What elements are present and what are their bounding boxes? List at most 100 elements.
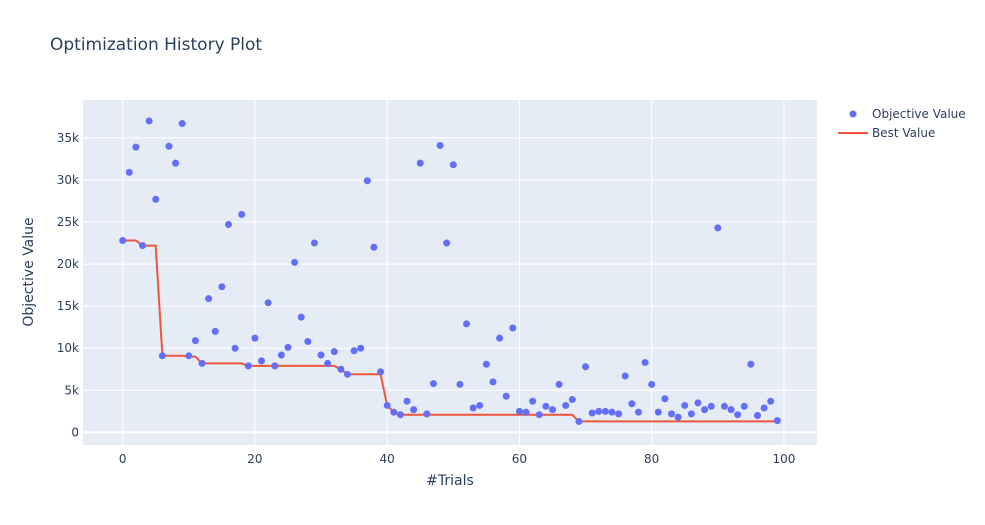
objective-point[interactable]: [502, 392, 510, 400]
objective-point[interactable]: [178, 120, 186, 128]
objective-point[interactable]: [271, 362, 279, 370]
objective-point[interactable]: [734, 411, 742, 419]
objective-point[interactable]: [264, 299, 272, 307]
objective-point[interactable]: [522, 408, 530, 416]
objective-point[interactable]: [588, 409, 596, 417]
objective-point[interactable]: [297, 313, 305, 321]
objective-point[interactable]: [198, 359, 206, 367]
objective-point[interactable]: [370, 243, 378, 251]
objective-point[interactable]: [291, 258, 299, 266]
objective-point[interactable]: [125, 168, 133, 176]
objective-point[interactable]: [284, 343, 292, 351]
objective-point[interactable]: [720, 402, 728, 410]
objective-point[interactable]: [515, 407, 523, 415]
objective-point[interactable]: [760, 404, 768, 412]
objective-point[interactable]: [344, 370, 352, 378]
objective-point[interactable]: [423, 410, 431, 418]
legend-item-objective-value[interactable]: Objective Value: [849, 107, 966, 121]
objective-point[interactable]: [648, 380, 656, 388]
objective-point[interactable]: [224, 221, 232, 229]
objective-point[interactable]: [548, 406, 556, 414]
objective-point[interactable]: [191, 337, 199, 345]
objective-point[interactable]: [747, 360, 755, 368]
objective-point[interactable]: [615, 410, 623, 418]
objective-point[interactable]: [714, 224, 722, 232]
objective-point[interactable]: [317, 351, 325, 359]
objective-point[interactable]: [628, 400, 636, 408]
objective-point[interactable]: [139, 242, 147, 250]
objective-point[interactable]: [383, 401, 391, 409]
objective-point[interactable]: [443, 239, 451, 247]
objective-point[interactable]: [608, 408, 616, 416]
objective-point[interactable]: [185, 352, 193, 360]
objective-point[interactable]: [231, 344, 239, 352]
objective-point[interactable]: [211, 327, 219, 335]
objective-point[interactable]: [403, 397, 411, 405]
objective-point[interactable]: [449, 161, 457, 169]
objective-point[interactable]: [258, 357, 266, 365]
objective-point[interactable]: [753, 412, 761, 420]
objective-point[interactable]: [310, 239, 318, 247]
objective-point[interactable]: [205, 295, 213, 303]
objective-point[interactable]: [568, 396, 576, 404]
legend[interactable]: Objective Value Best Value: [838, 107, 966, 140]
objective-point[interactable]: [324, 359, 332, 367]
objective-point[interactable]: [172, 159, 180, 167]
objective-point[interactable]: [456, 380, 464, 388]
objective-point[interactable]: [357, 344, 365, 352]
objective-point[interactable]: [621, 372, 629, 380]
objective-point[interactable]: [529, 397, 537, 405]
objective-point[interactable]: [542, 402, 550, 410]
objective-point[interactable]: [436, 141, 444, 149]
objective-point[interactable]: [740, 402, 748, 410]
objective-point[interactable]: [582, 363, 590, 371]
objective-point[interactable]: [489, 378, 497, 386]
objective-point[interactable]: [304, 338, 312, 345]
objective-point[interactable]: [463, 320, 471, 328]
objective-point[interactable]: [496, 334, 504, 342]
objective-point[interactable]: [694, 399, 702, 407]
objective-point[interactable]: [152, 195, 160, 203]
objective-point[interactable]: [244, 362, 252, 370]
objective-point[interactable]: [476, 401, 484, 409]
objective-point[interactable]: [562, 401, 570, 409]
objective-point[interactable]: [601, 407, 609, 415]
objective-point[interactable]: [410, 406, 418, 414]
objective-point[interactable]: [277, 351, 285, 359]
objective-point[interactable]: [654, 408, 662, 416]
objective-point[interactable]: [218, 283, 226, 291]
objective-point[interactable]: [687, 410, 695, 418]
legend-item-best-value[interactable]: Best Value: [838, 126, 935, 140]
objective-point[interactable]: [165, 142, 173, 150]
objective-point[interactable]: [416, 159, 424, 167]
objective-point[interactable]: [634, 408, 642, 416]
objective-point[interactable]: [396, 411, 404, 419]
objective-point[interactable]: [330, 348, 338, 356]
objective-point[interactable]: [145, 117, 153, 125]
objective-point[interactable]: [668, 410, 676, 418]
objective-point[interactable]: [767, 397, 775, 405]
objective-point[interactable]: [661, 395, 669, 403]
objective-point[interactable]: [469, 404, 477, 412]
objective-point[interactable]: [674, 413, 682, 421]
objective-point[interactable]: [555, 380, 563, 388]
objective-point[interactable]: [429, 380, 437, 388]
objective-point[interactable]: [350, 347, 358, 355]
objective-point[interactable]: [509, 324, 517, 332]
objective-point[interactable]: [251, 334, 259, 342]
objective-point[interactable]: [707, 402, 715, 410]
objective-point[interactable]: [595, 407, 603, 415]
objective-point[interactable]: [238, 210, 246, 218]
objective-point[interactable]: [482, 360, 490, 368]
objective-point[interactable]: [377, 368, 385, 376]
objective-point[interactable]: [727, 406, 735, 414]
objective-point[interactable]: [575, 417, 583, 425]
objective-point[interactable]: [641, 359, 649, 367]
objective-point[interactable]: [701, 406, 709, 414]
objective-point[interactable]: [773, 417, 781, 425]
objective-point[interactable]: [363, 177, 371, 185]
objective-point[interactable]: [681, 401, 689, 409]
objective-point[interactable]: [535, 411, 543, 419]
objective-point[interactable]: [158, 352, 166, 360]
objective-point[interactable]: [132, 143, 140, 151]
